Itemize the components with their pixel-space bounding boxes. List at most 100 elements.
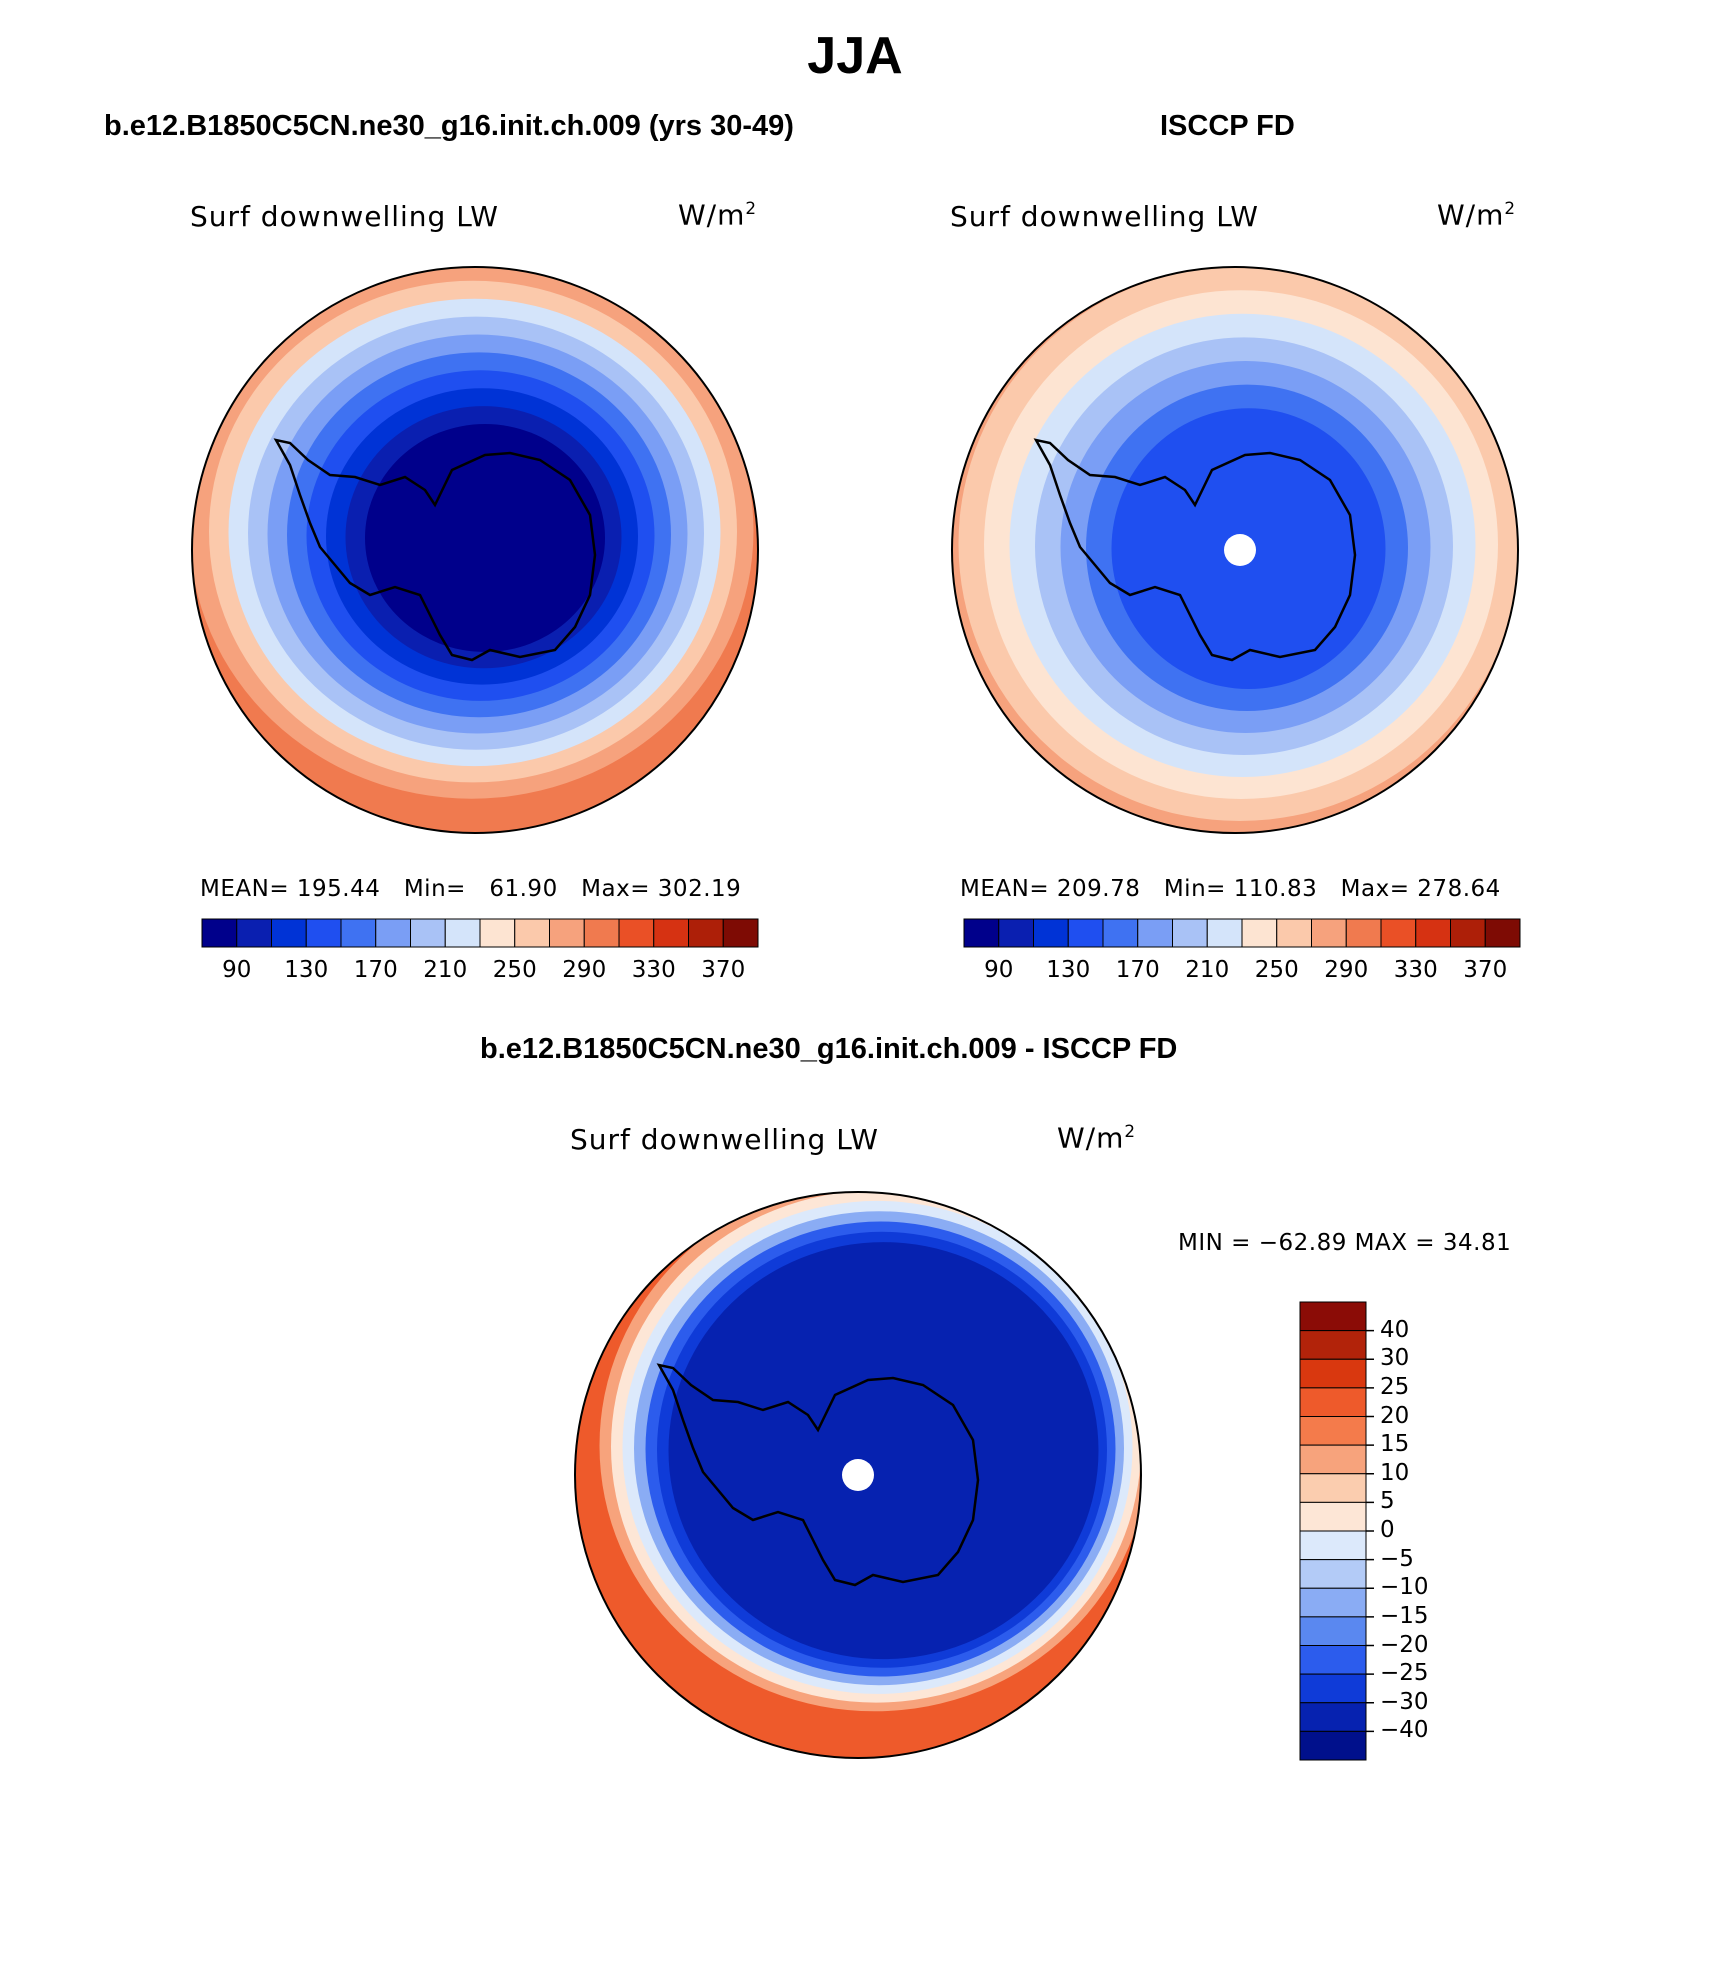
model-antarctica-coastline	[273, 438, 597, 662]
colorbar-swatch	[1172, 918, 1208, 948]
colorbar-tick-label: 370	[701, 957, 746, 983]
diff-pole-hole	[842, 1459, 874, 1491]
colorbar-swatch	[1299, 1501, 1367, 1532]
colorbar-swatch	[1241, 918, 1278, 948]
diff-contour-rings	[575, 1192, 1141, 1758]
colorbar-swatch	[340, 918, 377, 948]
diff-variable-label: Surf downwelling LW	[570, 1123, 879, 1156]
colorbar-swatch	[549, 918, 585, 948]
colorbar-swatch	[410, 918, 446, 948]
model-stats: MEAN= 195.44 Min= 61.90 Max= 302.19	[200, 876, 742, 902]
colorbar-swatch	[1311, 918, 1347, 948]
colorbar-swatch	[1299, 1387, 1367, 1417]
colorbar-tick-label: 290	[562, 957, 607, 983]
colorbar-tick-label: 290	[1324, 957, 1369, 983]
contour-band	[668, 1242, 1099, 1660]
colorbar-swatch	[1299, 1530, 1367, 1561]
colorbar-tick-label: 90	[984, 957, 1014, 983]
colorbar-swatch	[1033, 918, 1069, 948]
colorbar-tick-label: 0	[1380, 1517, 1395, 1543]
colorbar-swatch	[1299, 1358, 1367, 1389]
colorbar-swatch	[653, 918, 689, 948]
obs-units-label: W/m2	[1437, 198, 1517, 232]
colorbar-swatch	[1276, 918, 1312, 948]
colorbar-swatch	[1137, 918, 1173, 948]
obs-panel-title: ISCCP FD	[1160, 110, 1295, 142]
colorbar-swatch	[963, 918, 1000, 948]
model-variable-label: Surf downwelling LW	[190, 200, 499, 233]
colorbar-swatch	[305, 918, 342, 948]
colorbar-tick-label: 15	[1380, 1431, 1410, 1458]
colorbar-tick-label: 330	[1393, 957, 1438, 983]
colorbar-swatch	[1450, 918, 1486, 948]
colorbar-tick-label: −20	[1380, 1631, 1429, 1658]
colorbar-tick-label: 330	[631, 957, 676, 983]
colorbar-tick-label: 130	[1046, 957, 1091, 983]
obs-colorbar	[963, 918, 1521, 948]
diff-antarctica-coastline	[656, 1363, 980, 1587]
colorbar-swatch	[1299, 1702, 1367, 1732]
obs-pole-hole	[1224, 534, 1256, 566]
colorbar-tick-label: 30	[1380, 1345, 1410, 1372]
colorbar-tick-label: 130	[284, 957, 329, 983]
model-contour-rings	[192, 267, 758, 833]
colorbar-swatch	[1299, 1559, 1367, 1589]
diff-polar-map	[574, 1191, 1142, 1759]
colorbar-swatch	[583, 918, 620, 948]
colorbar-tick-label: −30	[1380, 1688, 1429, 1715]
colorbar-swatch	[479, 918, 516, 948]
colorbar-swatch	[444, 918, 481, 948]
colorbar-tick-label: 210	[423, 957, 468, 983]
colorbar-swatch	[1299, 1301, 1367, 1332]
colorbar-tick-label: 250	[492, 957, 537, 983]
contour-band	[365, 424, 605, 652]
colorbar-tick-label: −10	[1380, 1574, 1429, 1601]
colorbar-swatch	[236, 918, 272, 948]
colorbar-tick-label: 25	[1380, 1373, 1410, 1400]
colorbar-swatch	[1102, 918, 1139, 948]
colorbar-swatch	[1299, 1416, 1367, 1446]
obs-stats: MEAN= 209.78 Min= 110.83 Max= 278.64	[960, 876, 1501, 902]
colorbar-swatch	[1380, 918, 1417, 948]
colorbar-tick-label: 90	[222, 957, 252, 983]
colorbar-swatch	[1415, 918, 1451, 948]
colorbar-tick-label: 370	[1463, 957, 1508, 983]
colorbar-swatch	[1345, 918, 1382, 948]
colorbar-swatch	[1067, 918, 1104, 948]
diff-stats: MIN = −62.89 MAX = 34.81	[1178, 1230, 1512, 1256]
colorbar-tick-label: 170	[1115, 957, 1160, 983]
colorbar-swatch	[1299, 1616, 1367, 1646]
colorbar-swatch	[271, 918, 307, 948]
colorbar-swatch	[514, 918, 550, 948]
colorbar-swatch	[618, 918, 655, 948]
model-panel-title: b.e12.B1850C5CN.ne30_g16.init.ch.009 (yr…	[104, 110, 794, 142]
colorbar-tick-label: 40	[1380, 1316, 1410, 1343]
model-polar-map	[191, 266, 759, 834]
colorbar-swatch	[1299, 1645, 1367, 1675]
obs-variable-label: Surf downwelling LW	[950, 200, 1259, 233]
colorbar-swatch	[375, 918, 411, 948]
colorbar-swatch	[998, 918, 1034, 948]
diff-units-label: W/m2	[1057, 1121, 1137, 1155]
model-units-label: W/m2	[678, 198, 758, 232]
colorbar-swatch	[1299, 1587, 1367, 1618]
colorbar-tick-label: −25	[1380, 1660, 1429, 1687]
colorbar-swatch	[722, 918, 759, 948]
colorbar-swatch	[1206, 918, 1243, 948]
colorbar-tick-label: 10	[1380, 1459, 1410, 1486]
colorbar-tick-label: 5	[1380, 1488, 1395, 1515]
colorbar-tick-label: 170	[353, 957, 398, 983]
colorbar-tick-label: 250	[1254, 957, 1299, 983]
model-colorbar	[201, 918, 759, 948]
colorbar-tick-label: −5	[1380, 1545, 1414, 1572]
diff-colorbar	[1299, 1301, 1374, 1761]
colorbar-swatch	[1299, 1444, 1367, 1475]
colorbar-swatch	[1299, 1730, 1367, 1761]
diff-panel-title: b.e12.B1850C5CN.ne30_g16.init.ch.009 - I…	[480, 1033, 1178, 1065]
colorbar-tick-label: 20	[1380, 1402, 1410, 1429]
colorbar-tick-label: −15	[1380, 1602, 1429, 1629]
colorbar-swatch	[201, 918, 238, 948]
colorbar-swatch	[688, 918, 724, 948]
colorbar-swatch	[1299, 1330, 1367, 1360]
colorbar-tick-label: −40	[1380, 1717, 1429, 1744]
